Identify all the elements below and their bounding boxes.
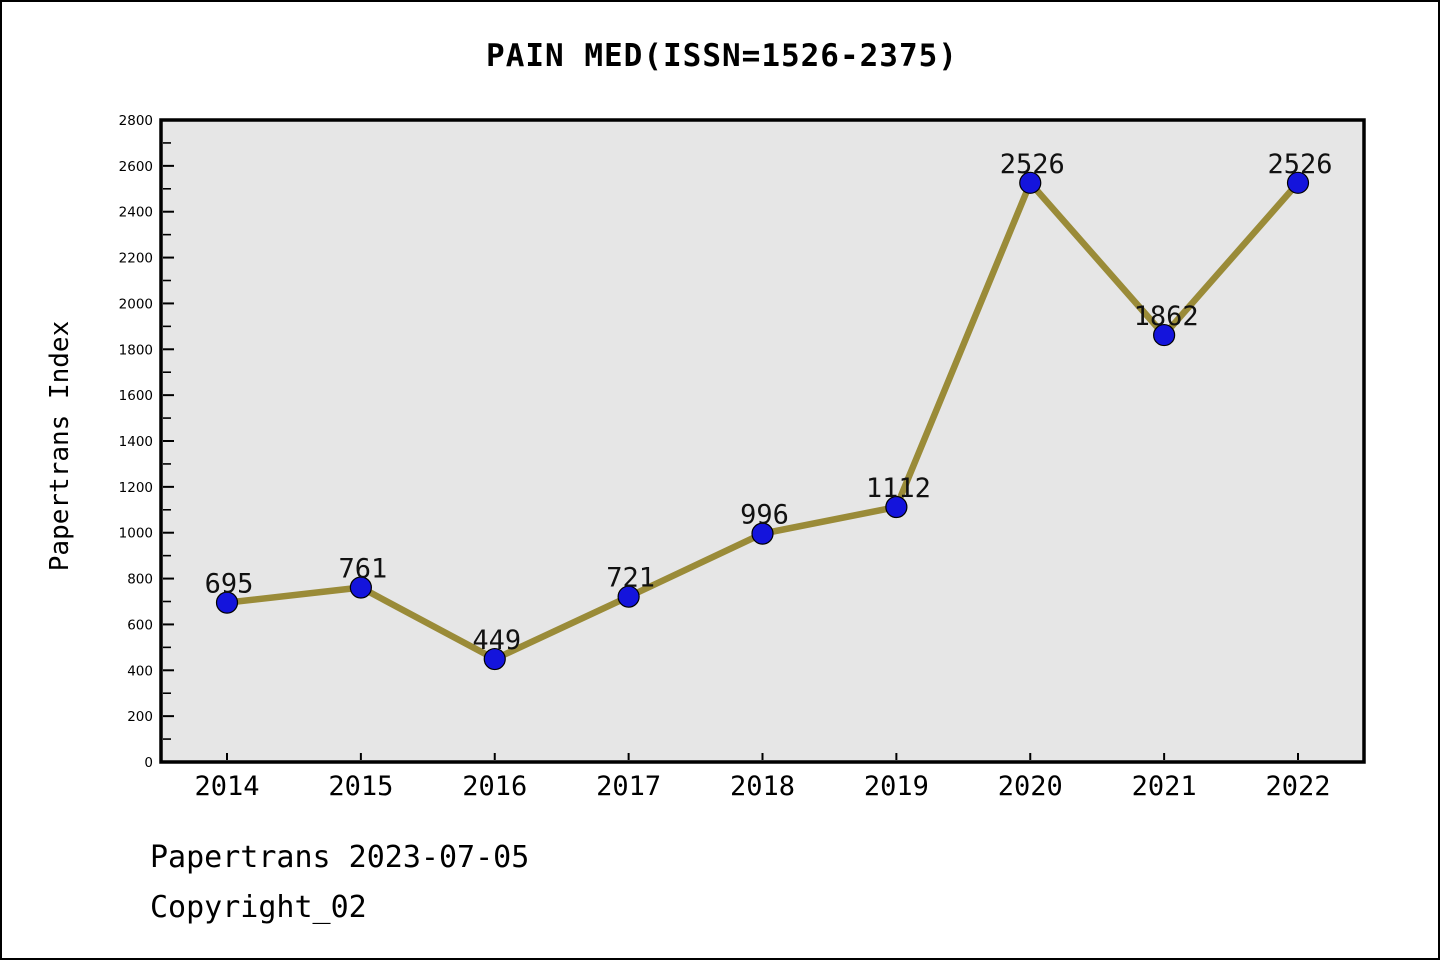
data-point-label: 695 [205, 569, 254, 600]
x-tick-label: 2016 [462, 771, 527, 802]
y-tick-label: 1600 [119, 388, 153, 404]
plot-background [161, 120, 1364, 762]
footer-source-date: Papertrans 2023-07-05 [150, 840, 530, 875]
chart-title: PAIN MED(ISSN=1526-2375) [486, 38, 958, 74]
data-point-label: 721 [606, 563, 655, 594]
data-point [751, 522, 774, 545]
data-point-label: 761 [338, 554, 387, 585]
x-tick-label: 2022 [1265, 771, 1330, 802]
y-tick-label: 2000 [119, 296, 153, 312]
footer-copyright: Copyright_02 [150, 890, 367, 925]
data-point [885, 495, 908, 519]
x-tick-label: 2019 [864, 771, 929, 802]
y-tick-label: 2800 [119, 113, 153, 129]
x-tick-label: 2020 [998, 771, 1063, 802]
x-tick-label: 2014 [194, 771, 259, 802]
data-point-label: 1862 [1134, 301, 1199, 332]
x-tick-label: 2018 [730, 771, 795, 802]
y-tick-label: 1200 [119, 480, 153, 496]
data-point [1019, 171, 1042, 194]
data-point [1153, 323, 1176, 347]
plot-frame [159, 118, 1366, 764]
data-point [617, 585, 640, 608]
data-point [215, 591, 239, 614]
y-tick-label: 2200 [119, 251, 153, 267]
y-tick-label: 2600 [119, 159, 153, 175]
data-point [349, 576, 372, 599]
x-tick-label: 2021 [1132, 771, 1197, 802]
data-point-label: 449 [472, 625, 521, 656]
y-tick-label: 0 [144, 755, 153, 771]
x-tick-label: 2015 [328, 771, 393, 802]
data-point [483, 647, 506, 671]
data-point [1286, 171, 1310, 194]
data-point-label: 2526 [1000, 149, 1065, 180]
y-tick-label: 1800 [119, 342, 153, 358]
y-tick-label: 1400 [119, 434, 153, 450]
y-tick-label: 800 [127, 572, 153, 588]
y-tick-label: 400 [127, 663, 153, 679]
data-point-label: 996 [740, 500, 789, 531]
y-tick-label: 1000 [119, 526, 153, 542]
y-tick-label: 600 [127, 617, 153, 633]
data-point-label: 1112 [866, 473, 931, 504]
y-tick-label: 2400 [119, 205, 153, 221]
data-point-label: 2526 [1267, 149, 1332, 180]
x-tick-label: 2017 [596, 771, 661, 802]
y-tick-label: 200 [127, 709, 153, 725]
